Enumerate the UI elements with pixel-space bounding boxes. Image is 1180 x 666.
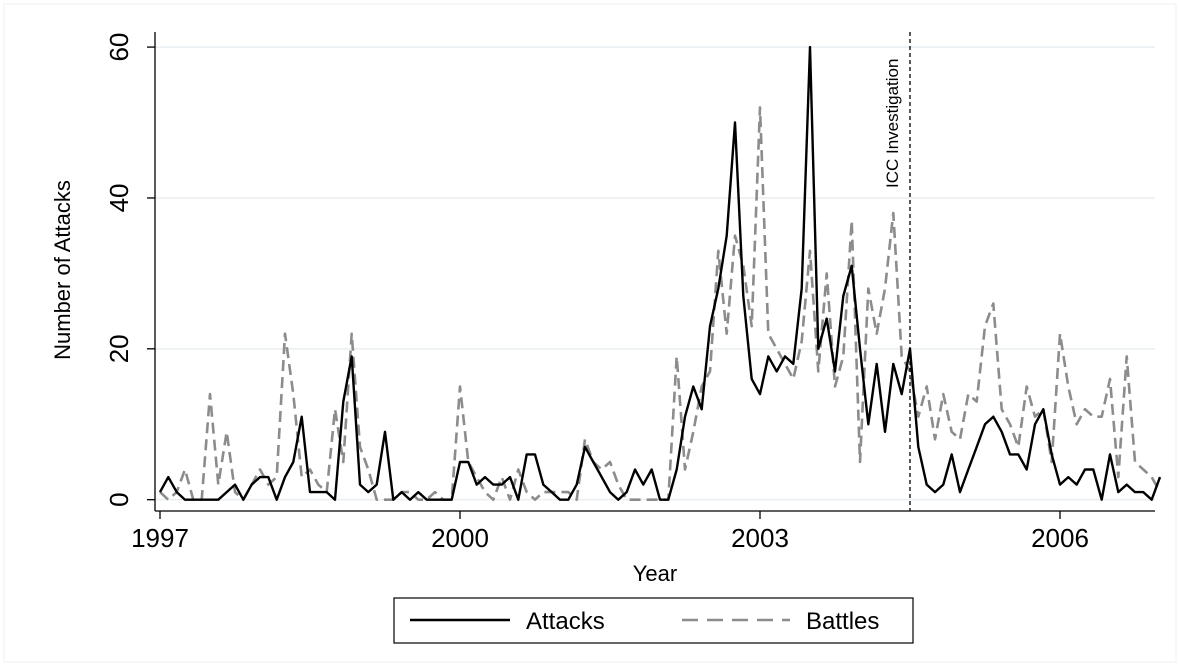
y-tick-label-40: 40 xyxy=(104,183,134,212)
x-tick-label-2000: 2000 xyxy=(431,523,489,553)
y-axis-title: Number of Attacks xyxy=(50,180,75,360)
series-attacks-line xyxy=(158,45,1162,501)
x-axis-title: Year xyxy=(633,561,677,586)
x-tick-label-2003: 2003 xyxy=(731,523,789,553)
legend-label-attacks: Attacks xyxy=(526,608,605,635)
y-axis-ticks: 0 20 40 60 xyxy=(104,33,155,507)
x-axis-ticks: 1997 2000 2003 2006 xyxy=(131,511,1089,553)
icc-investigation-label: ICC Investigation xyxy=(883,59,902,188)
legend: Attacks Battles xyxy=(393,597,914,644)
annotation: ICC Investigation xyxy=(883,32,911,511)
y-tick-label-20: 20 xyxy=(104,334,134,363)
y-tick-label-0: 0 xyxy=(104,492,134,506)
series-lines xyxy=(158,45,1162,502)
y-tick-label-60: 60 xyxy=(104,33,134,62)
outer-frame xyxy=(3,3,1177,663)
legend-label-battles: Battles xyxy=(806,608,879,635)
x-tick-label-2006: 2006 xyxy=(1031,523,1089,553)
x-tick-label-1997: 1997 xyxy=(131,523,189,553)
legend-box xyxy=(393,597,914,644)
